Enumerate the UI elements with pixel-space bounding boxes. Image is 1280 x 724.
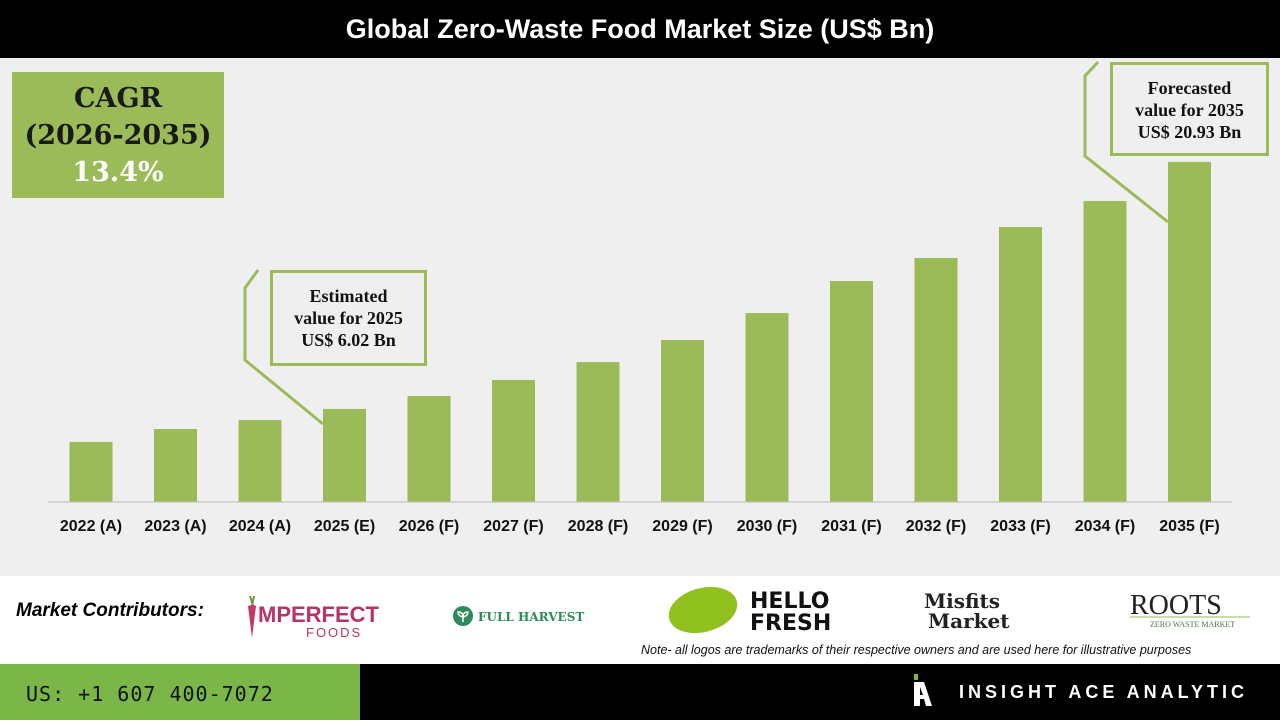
trademark-note: Note- all logos are trademarks of their …	[641, 643, 1192, 657]
svg-text:Misfits: Misfits	[924, 590, 1000, 613]
callout-connector	[1083, 60, 1169, 224]
bar	[69, 441, 113, 502]
full-harvest-logo: FULL HARVEST	[452, 605, 627, 629]
plot-area: 2022 (A) 2023 (A) 2024 (A) 2025 (E) 2026 (F)…	[0, 58, 1280, 576]
phone-number: US: +1 607 400-7072	[0, 664, 360, 720]
x-tick-label: 2034 (F)	[1075, 518, 1135, 535]
bar	[914, 257, 958, 502]
bar	[323, 408, 366, 502]
svg-text:MPERFECT: MPERFECT	[258, 602, 380, 627]
x-tick-label: 2023 (A)	[144, 518, 206, 535]
bar	[576, 362, 620, 502]
cagr-box: CAGR (2026-2035) 13.4%	[12, 72, 224, 198]
bar	[492, 379, 535, 502]
svg-text:Market: Market	[928, 609, 1010, 630]
forecast-callout: Forecasted value for 2035 US$ 20.93 Bn	[1110, 62, 1269, 156]
chart-title: Global Zero-Waste Food Market Size (US$ …	[0, 0, 1280, 58]
callout-text: value for 2035	[1135, 100, 1244, 120]
callout-text: US$ 20.93 Bn	[1137, 122, 1242, 142]
svg-text:FULL HARVEST: FULL HARVEST	[478, 610, 584, 624]
bar	[154, 428, 197, 502]
callout-connector	[243, 269, 324, 426]
svg-text:FOODS: FOODS	[306, 625, 362, 640]
x-tick-label: 2032 (F)	[906, 518, 966, 535]
x-tick-label: 2025 (E)	[314, 518, 375, 535]
bar	[745, 313, 789, 502]
bar	[238, 420, 282, 502]
cagr-value: 13.4%	[72, 157, 164, 188]
bar	[661, 340, 704, 502]
misfits-market-logo: Misfits Market	[922, 589, 1097, 633]
estimated-callout: Estimated value for 2025 US$ 6.02 Bn	[270, 270, 427, 366]
svg-text:ZERO WASTE MARKET: ZERO WASTE MARKET	[1150, 620, 1235, 629]
contributors-label: Market Contributors:	[16, 600, 204, 621]
cagr-label: CAGR	[74, 83, 162, 114]
x-tick-label: 2024 (A)	[229, 518, 291, 535]
x-tick-label: 2022 (A)	[60, 518, 122, 535]
footer-bar: INSIGHT ACE ANALYTIC	[360, 664, 1280, 720]
x-tick-label: 2028 (F)	[568, 518, 628, 535]
brand-name: INSIGHT ACE ANALYTIC	[958, 682, 1248, 702]
callout-text: Forecasted	[1147, 78, 1232, 98]
imperfect-foods-logo: MPERFECT FOODS	[242, 594, 417, 640]
bar	[1168, 161, 1211, 502]
x-tick-label: 2035 (F)	[1159, 518, 1219, 535]
bar	[1083, 200, 1127, 502]
bar	[407, 396, 451, 502]
x-tick-label: 2030 (F)	[737, 518, 797, 535]
svg-text:ROOTS: ROOTS	[1130, 590, 1222, 621]
x-tick-label: 2027 (F)	[483, 518, 543, 535]
x-tick-label: 2031 (F)	[821, 518, 881, 535]
svg-text:HELLO: HELLO	[750, 589, 829, 614]
bar-chart: 2022 (A) 2023 (A) 2024 (A) 2025 (E) 2026 (F)…	[48, 60, 1232, 535]
roots-logo: ROOTS ZERO WASTE MARKET	[1128, 590, 1253, 630]
insight-ace-logo-icon	[914, 674, 932, 706]
x-tick-label: 2029 (F)	[652, 518, 712, 535]
callout-text: Estimated	[309, 286, 388, 306]
callout-text: US$ 6.02 Bn	[301, 330, 396, 350]
x-tick-label: 2026 (F)	[399, 518, 459, 535]
callout-text: value for 2025	[294, 308, 403, 328]
bar	[999, 227, 1042, 502]
hello-fresh-logo: HELLO FRESH	[668, 586, 863, 636]
x-tick-label: 2033 (F)	[990, 518, 1050, 535]
cagr-period: (2026-2035)	[24, 120, 212, 151]
bar	[830, 281, 873, 502]
svg-text:FRESH: FRESH	[750, 611, 831, 636]
